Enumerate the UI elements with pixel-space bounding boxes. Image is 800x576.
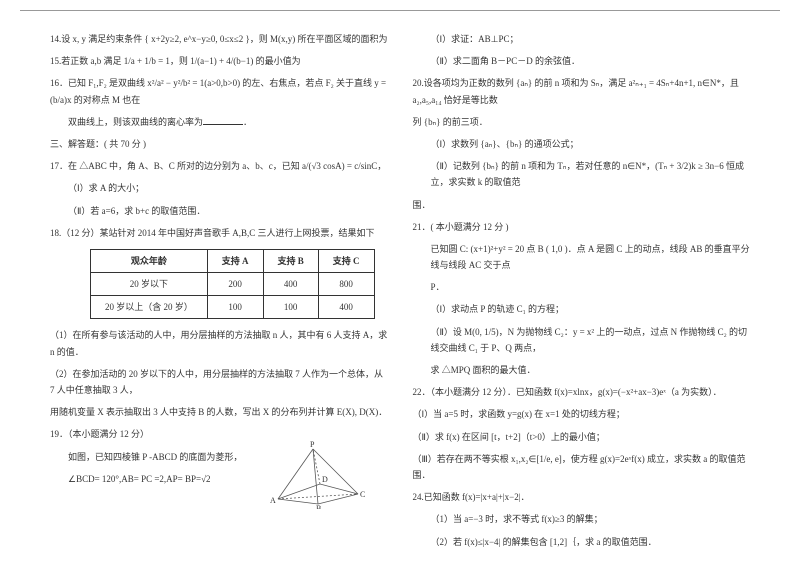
section3: 三、解答题：( 共 70 分 ) xyxy=(50,136,388,152)
q22-2: （Ⅱ）求 f(x) 在区间 [t，t+2]（t>0）上的最小值； xyxy=(413,429,751,445)
cell: 400 xyxy=(263,273,318,296)
q20-1: （Ⅰ）求数列 {aₙ}、{bₙ} 的通项公式； xyxy=(413,136,751,152)
q21-2b: 求 △MPQ 面积的最大值． xyxy=(413,362,751,378)
q24-2: （2）若 f(x)≤|x−4| 的解集包含 [1,2]｛，求 a 的取值范围． xyxy=(413,534,751,550)
cell: 20 岁以上（含 20 岁） xyxy=(91,296,208,319)
q21b: 已知圆 C: (x+1)²+y² = 20 点 B ( 1,0 )．点 A 是圆… xyxy=(413,241,751,273)
q18-2b: 用随机变量 X 表示抽取出 3 人中支持 B 的人数，写出 X 的分布列并计算 … xyxy=(50,404,388,420)
q17-1: （Ⅰ）求 A 的大小； xyxy=(50,180,388,196)
q24-1: （1）当 a=−3 时，求不等式 f(x)≥3 的解集； xyxy=(413,511,751,527)
q20-2b: 围． xyxy=(413,197,751,213)
q14: 14.设 x, y 满足约束条件 { x+2y≥2, e^x−y≥0, 0≤x≤… xyxy=(50,31,388,47)
q21: 21．( 本小题满分 12 分 ) xyxy=(413,219,751,235)
q17: 17．在 △ABC 中，角 A、B、C 所对的边分别为 a、b、c，已知 a/(… xyxy=(50,158,388,174)
cell: 100 xyxy=(263,296,318,319)
q22: 22．（本小题满分 12 分）．已知函数 f(x)=xlnx，g(x)=(−x²… xyxy=(413,384,751,400)
cell: 400 xyxy=(318,296,374,319)
q16b: 双曲线上，则该双曲线的离心率为 xyxy=(68,117,203,127)
q16: 16．已知 F₁,F₂ 是双曲线 x²/a² − y²/b² = 1(a>0,b… xyxy=(50,75,388,107)
cell: 800 xyxy=(318,273,374,296)
q18-2: （2）在参加活动的 20 岁以下的人中，用分层抽样的方法抽取 7 人作为一个总体… xyxy=(50,366,388,398)
pyramid-figure: P A B C D xyxy=(258,439,378,514)
r2: （Ⅱ）求二面角 B－PC－D 的余弦值． xyxy=(413,53,751,69)
q22-3: （Ⅲ）若存在两不等实根 x₁,x₂∈[1/e, e]，使方程 g(x)=2eˣf… xyxy=(413,451,751,483)
th-b: 支持 B xyxy=(263,249,318,272)
q17-2: （Ⅱ）若 a=6，求 b+c 的取值范围． xyxy=(50,203,388,219)
th-c: 支持 C xyxy=(318,249,374,272)
svg-text:D: D xyxy=(322,475,328,484)
q24: 24.已知函数 f(x)=|x+a|+|x−2|． xyxy=(413,489,751,505)
q20b: 列 {bₙ} 的前三项． xyxy=(413,114,751,130)
cell: 200 xyxy=(207,273,263,296)
left-column: 14.设 x, y 满足约束条件 { x+2y≥2, e^x−y≥0, 0≤x≤… xyxy=(50,31,388,556)
th-age: 观众年龄 xyxy=(91,249,208,272)
q18: 18.（12 分）某站针对 2014 年中国好声音歌手 A,B,C 三人进行上网… xyxy=(50,225,388,241)
q15: 15.若正数 a,b 满足 1/a + 1/b = 1，则 1/(a−1) + … xyxy=(50,53,388,69)
cell: 20 岁以下 xyxy=(91,273,208,296)
q21-1: （Ⅰ）求动点 P 的轨迹 C₁ 的方程； xyxy=(413,301,751,317)
svg-text:B: B xyxy=(316,504,321,509)
q21-2: （Ⅱ）设 M(0, 1/5)，N 为抛物线 C₂：y = x² 上的一动点，过点… xyxy=(413,324,751,356)
cell: 100 xyxy=(207,296,263,319)
q20: 20.设各项均为正数的数列 {aₙ} 的前 n 项和为 Sₙ，满足 a²ₙ₊₁ … xyxy=(413,75,751,107)
q18-1: （1）在所有参与该活动的人中，用分层抽样的方法抽取 n 人，其中有 6 人支持 … xyxy=(50,327,388,359)
blank xyxy=(203,114,243,125)
svg-text:A: A xyxy=(270,496,276,505)
r1: （Ⅰ）求证：AB⊥PC； xyxy=(413,31,751,47)
svg-text:C: C xyxy=(360,490,365,499)
q21c: P． xyxy=(413,279,751,295)
th-a: 支持 A xyxy=(207,249,263,272)
right-column: （Ⅰ）求证：AB⊥PC； （Ⅱ）求二面角 B－PC－D 的余弦值． 20.设各项… xyxy=(413,31,751,556)
q20-2: （Ⅱ）记数列 {bₙ} 的前 n 项和为 Tₙ，若对任意的 n∈N*，(Tₙ +… xyxy=(413,158,751,190)
q22-1: （Ⅰ）当 a=5 时，求函数 y=g(x) 在 x=1 处的切线方程； xyxy=(413,406,751,422)
svg-text:P: P xyxy=(310,440,315,449)
vote-table: 观众年龄 支持 A 支持 B 支持 C 20 岁以下 200 400 800 2… xyxy=(90,249,375,320)
